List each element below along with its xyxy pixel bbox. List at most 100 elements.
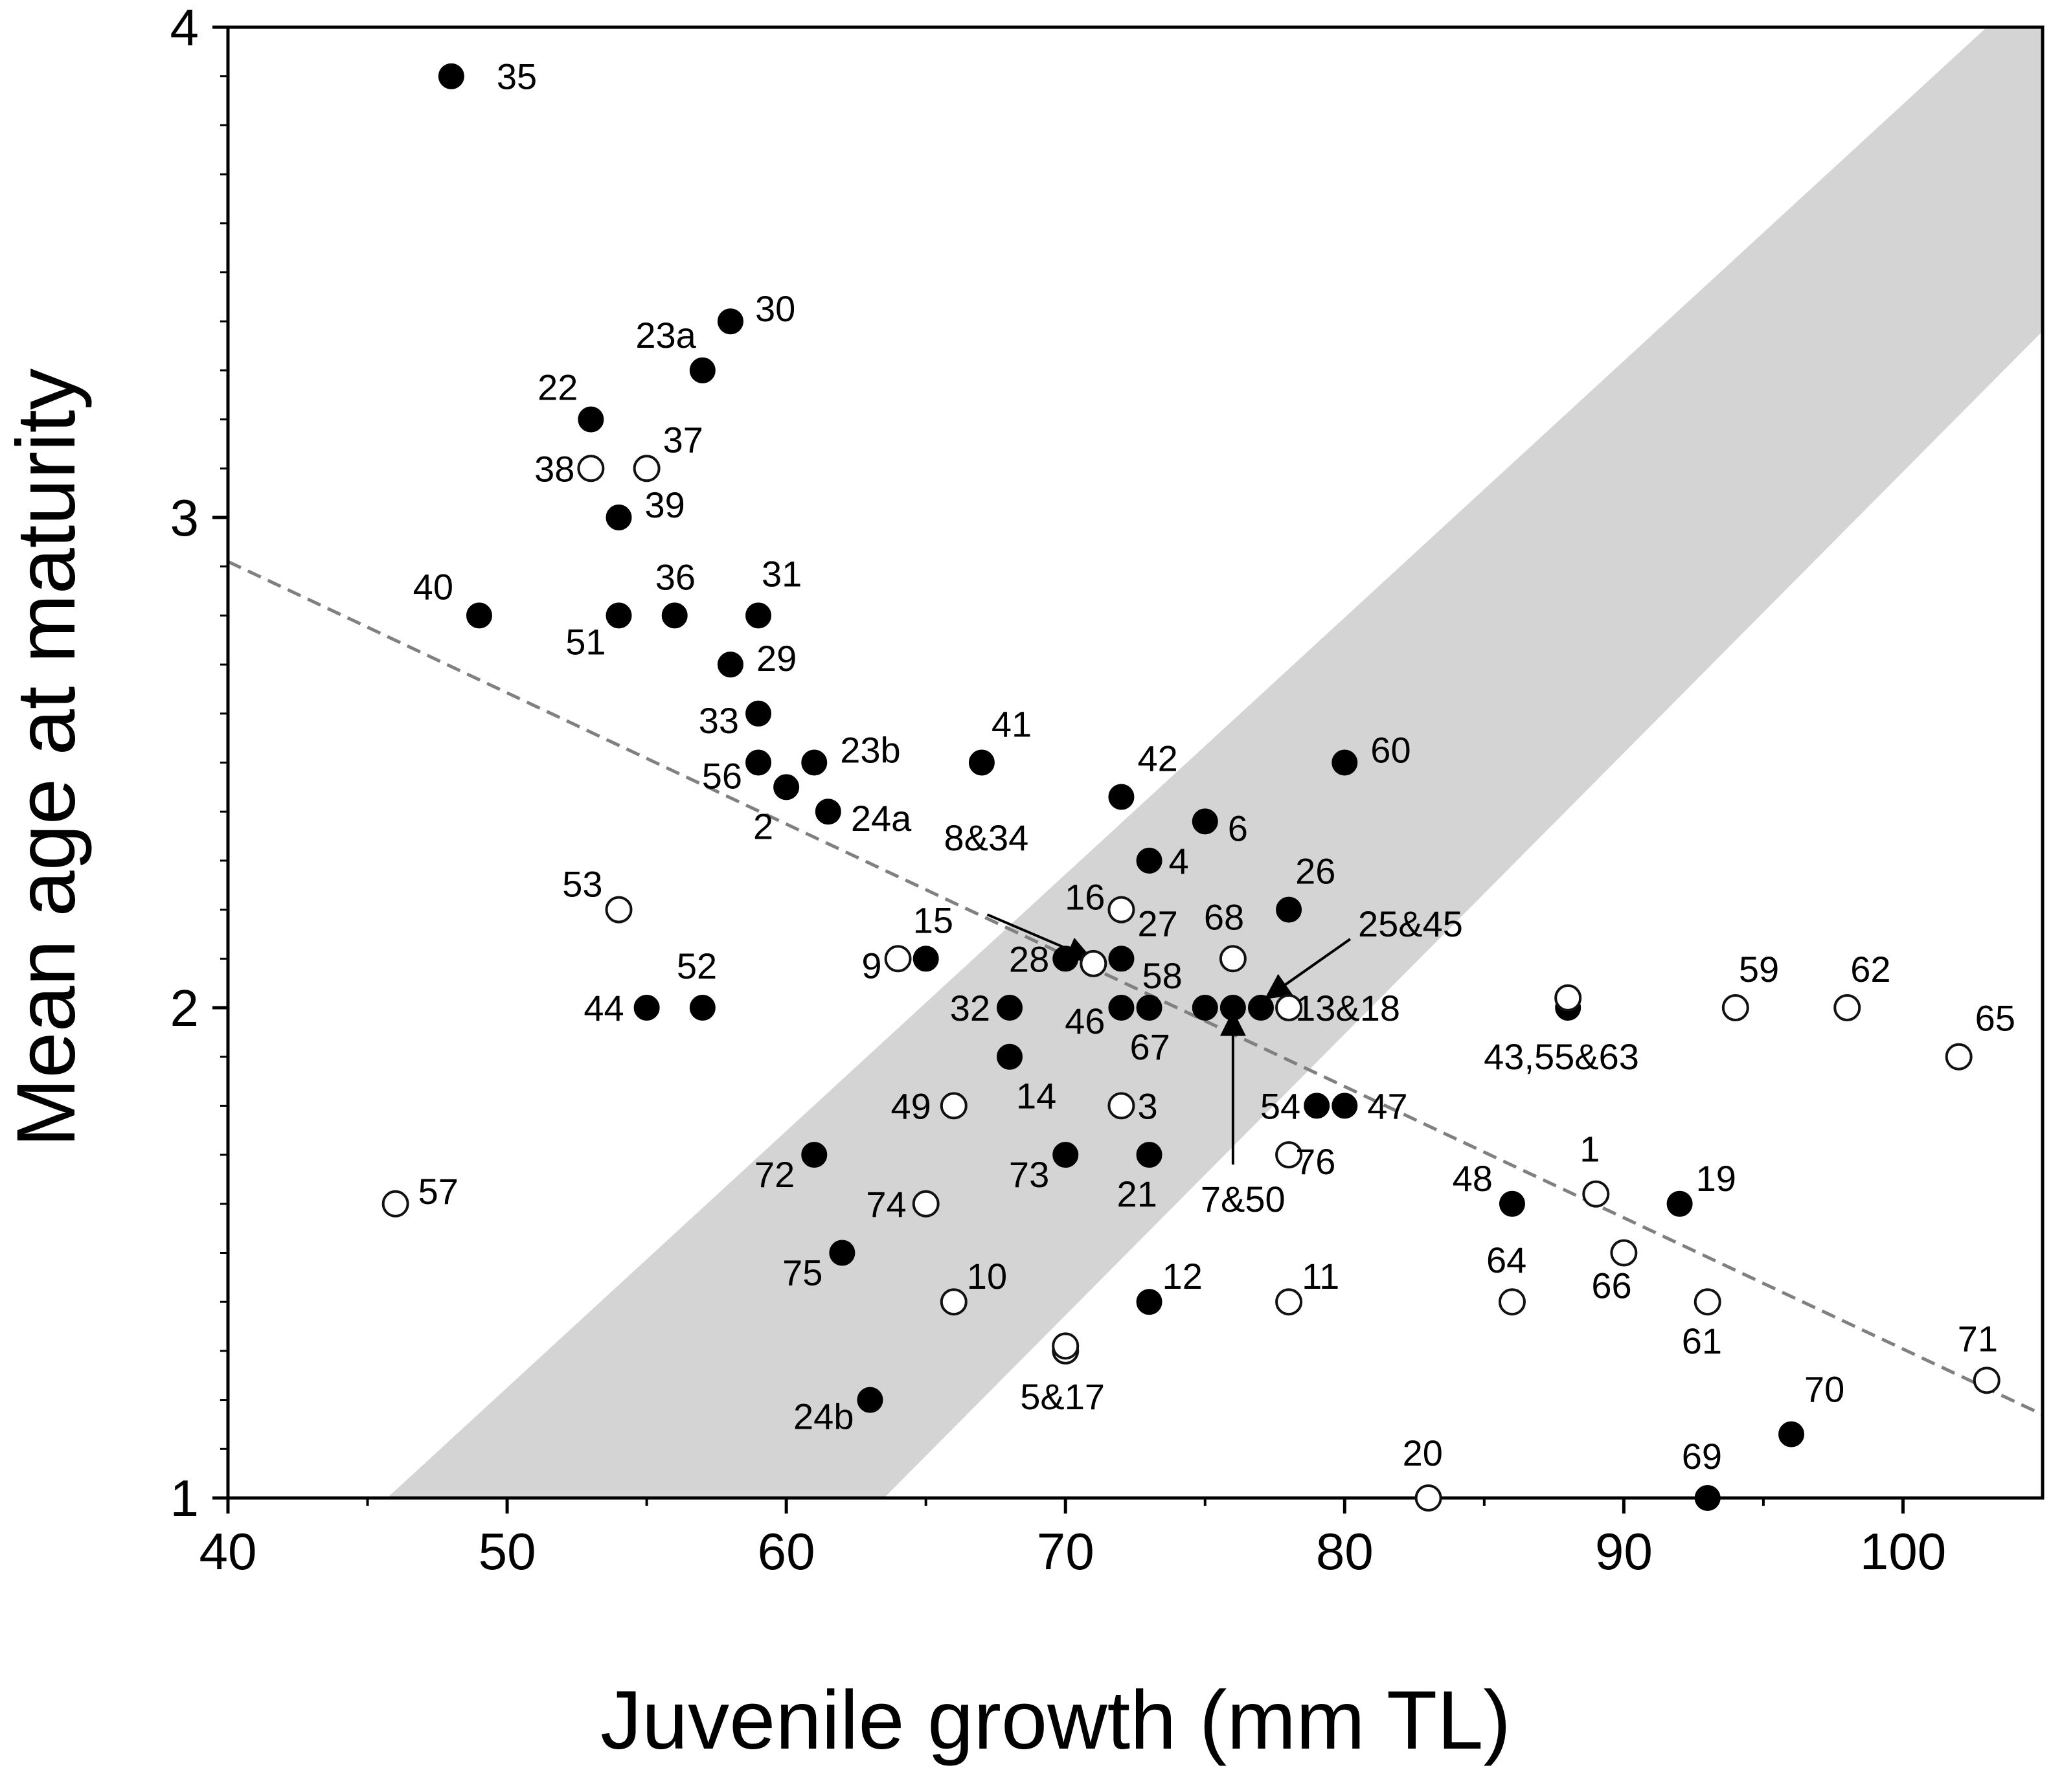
point-label-20: 20 — [1403, 1433, 1443, 1473]
points-layer — [381, 63, 2000, 1512]
data-point-75 — [829, 1240, 856, 1266]
data-point-16 — [1107, 896, 1135, 924]
data-point-52 — [689, 995, 716, 1021]
data-point-43,55&63-open — [1554, 984, 1582, 1012]
data-point-11 — [1275, 1288, 1303, 1316]
data-point-38 — [577, 455, 605, 482]
point-label-76: 76 — [1295, 1141, 1335, 1182]
data-point-51 — [606, 602, 632, 629]
point-label-23b: 23b — [840, 730, 900, 771]
point-label-41: 41 — [992, 704, 1032, 745]
arrow-25&45 — [1264, 938, 1352, 1000]
point-label-42: 42 — [1137, 738, 1177, 778]
data-point-15 — [912, 946, 939, 972]
point-label-39: 39 — [645, 484, 685, 525]
point-label-64: 64 — [1486, 1240, 1526, 1280]
point-label-67: 67 — [1130, 1026, 1170, 1067]
y-tick-label: 1 — [170, 1469, 199, 1527]
data-point-3 — [1107, 1092, 1135, 1120]
data-point-48 — [1499, 1190, 1525, 1217]
data-point-1 — [1582, 1180, 1610, 1208]
data-point-26 — [1276, 896, 1302, 923]
point-label-29: 29 — [756, 638, 797, 679]
data-point-37 — [633, 455, 661, 482]
data-point-33 — [745, 700, 772, 727]
point-label-24a: 24a — [851, 798, 912, 839]
point-label-46: 46 — [1065, 1001, 1105, 1041]
point-label-30: 30 — [755, 288, 795, 329]
point-label-33: 33 — [699, 700, 739, 741]
trend-line — [228, 560, 2043, 1416]
point-label-52: 52 — [677, 946, 717, 986]
data-point-13&18 — [1275, 994, 1303, 1021]
point-label-2: 2 — [753, 806, 773, 846]
point-label-59: 59 — [1739, 949, 1779, 990]
data-point-72 — [801, 1142, 828, 1168]
point-label-35: 35 — [497, 56, 537, 97]
data-point-49 — [940, 1092, 968, 1120]
point-label-31: 31 — [762, 553, 802, 594]
shaded-band — [387, 27, 2043, 1498]
x-tick-label: 70 — [1037, 1523, 1094, 1580]
point-label-1: 1 — [1580, 1129, 1600, 1170]
data-point-68 — [1219, 945, 1247, 973]
point-label-23a: 23a — [635, 315, 696, 356]
data-point-27 — [1108, 946, 1135, 972]
x-tick-label: 40 — [199, 1523, 257, 1580]
point-label-68: 68 — [1204, 896, 1244, 937]
point-label-8&34: 8&34 — [944, 817, 1029, 858]
x-tick-label: 60 — [758, 1523, 815, 1580]
data-point-36 — [661, 602, 688, 629]
x-tick-label: 50 — [479, 1523, 536, 1580]
point-label-36: 36 — [655, 556, 696, 597]
point-label-25&45: 25&45 — [1358, 903, 1463, 944]
data-point-39 — [606, 505, 632, 530]
data-point-67 — [1136, 995, 1162, 1021]
point-label-6: 6 — [1228, 808, 1248, 848]
point-label-65: 65 — [1975, 998, 2015, 1039]
data-point-76 — [1275, 1141, 1303, 1169]
point-label-51: 51 — [565, 621, 606, 662]
point-label-61: 61 — [1682, 1321, 1722, 1361]
data-point-8&34 — [1080, 949, 1107, 977]
data-point-46 — [1108, 995, 1135, 1021]
x-tick-label: 80 — [1316, 1523, 1374, 1580]
point-label-9: 9 — [861, 945, 881, 986]
data-point-24b — [857, 1387, 883, 1413]
trend-line-layer — [228, 560, 2043, 1416]
data-point-25&45 — [1247, 995, 1274, 1021]
data-point-56 — [745, 749, 772, 776]
data-point-58 — [1192, 995, 1218, 1021]
point-label-57: 57 — [418, 1171, 459, 1212]
data-point-35 — [438, 63, 464, 89]
y-axis-title: Mean age at maturity — [0, 369, 93, 1147]
data-point-66 — [1610, 1239, 1638, 1267]
point-label-60: 60 — [1370, 730, 1411, 771]
data-point-23b — [801, 749, 828, 776]
point-label-15: 15 — [913, 900, 953, 940]
point-label-56: 56 — [702, 756, 742, 797]
data-point-47 — [1331, 1093, 1358, 1119]
point-label-73: 73 — [1009, 1154, 1049, 1195]
y-tick-label: 2 — [170, 979, 199, 1037]
data-point-9 — [884, 945, 912, 973]
data-point-54 — [1304, 1093, 1330, 1119]
point-label-43,55&63: 43,55&63 — [1484, 1036, 1639, 1077]
point-label-40: 40 — [413, 566, 453, 607]
point-label-19: 19 — [1696, 1158, 1736, 1199]
point-label-72: 72 — [754, 1154, 795, 1195]
data-point-40 — [466, 602, 492, 629]
point-label-53: 53 — [562, 864, 602, 905]
data-point-23a — [689, 357, 716, 383]
data-point-74 — [912, 1190, 940, 1218]
point-label-24b: 24b — [793, 1396, 854, 1437]
data-point-22 — [578, 406, 604, 433]
point-label-21: 21 — [1117, 1174, 1157, 1214]
data-point-7&50 — [1219, 995, 1246, 1021]
data-point-2 — [773, 774, 800, 800]
point-label-38: 38 — [534, 448, 574, 489]
data-point-12 — [1136, 1289, 1162, 1315]
x-tick-label: 90 — [1595, 1523, 1653, 1580]
data-point-14 — [997, 1043, 1023, 1070]
